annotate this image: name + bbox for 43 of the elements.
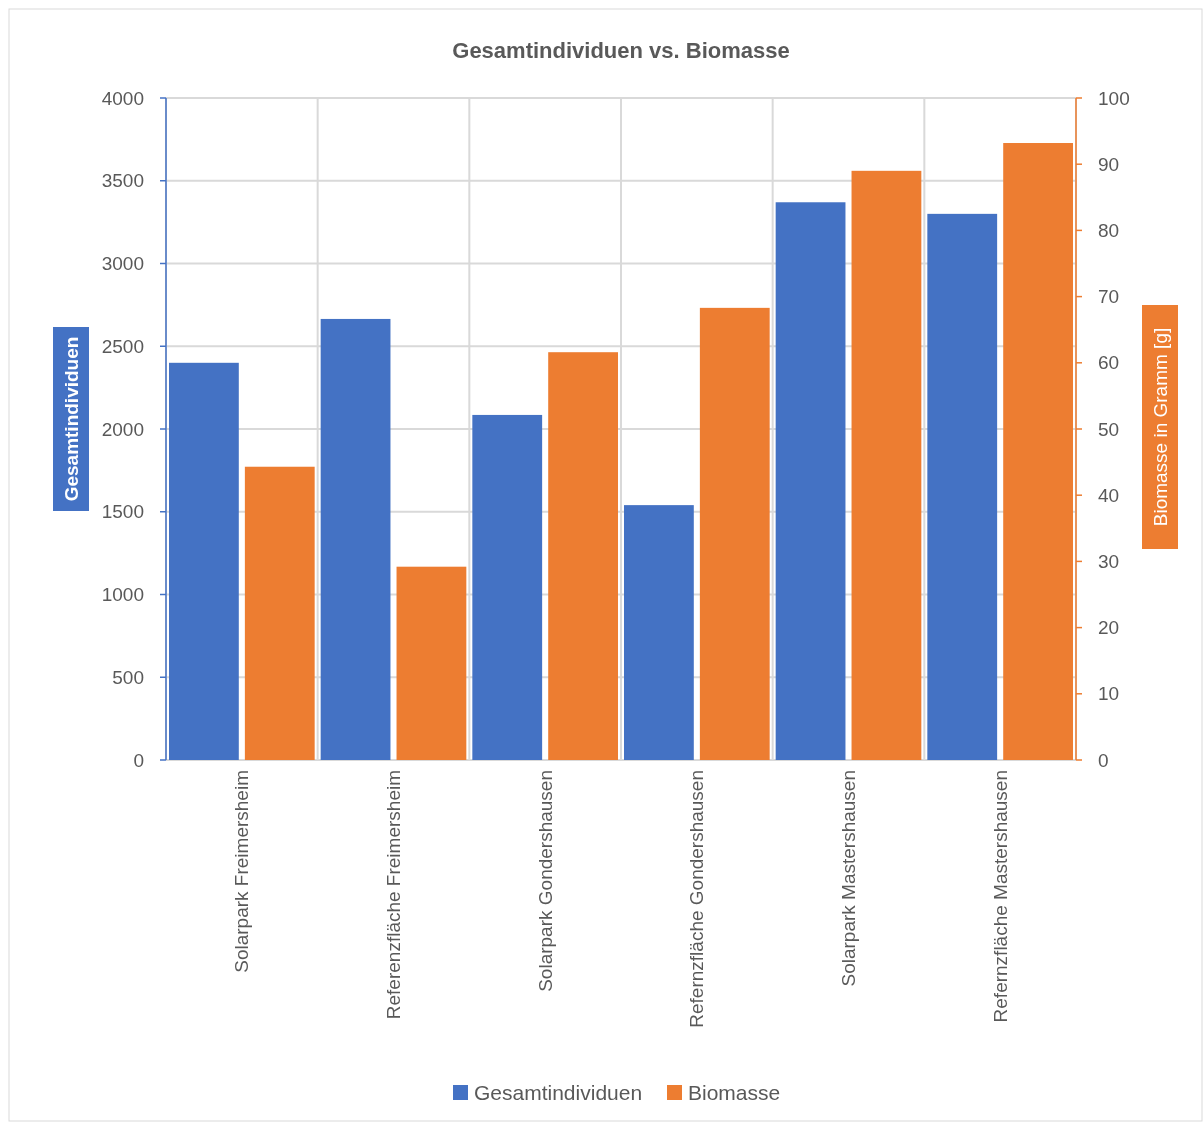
chart-title: Gesamtindividuen vs. Biomasse <box>452 38 790 63</box>
y2-tick-label: 10 <box>1098 683 1120 705</box>
y2-tick-label: 60 <box>1098 352 1120 374</box>
y2-axis-title: Biomasse in Gramm [g] <box>1149 327 1171 527</box>
y-tick-label: 4000 <box>101 87 144 109</box>
y2-tick-label: 50 <box>1098 418 1120 440</box>
y2-tick-label: 0 <box>1098 749 1109 771</box>
y-tick-label: 3500 <box>101 170 144 192</box>
y2-tick-label: 90 <box>1098 153 1120 175</box>
x-tick-label: Refernzfläche Gondershausen <box>686 770 708 1028</box>
y2-tick-label: 100 <box>1098 87 1130 109</box>
bar <box>1003 143 1073 760</box>
y2-tick-label: 40 <box>1098 484 1120 506</box>
bar <box>927 213 998 760</box>
bar <box>624 505 694 760</box>
bar <box>244 466 315 760</box>
x-tick-label: Solarpark Gondershausen <box>534 770 556 992</box>
y2-tick-label: 80 <box>1098 220 1120 242</box>
x-tick-label: Solarpark Mastershausen <box>838 770 860 987</box>
y2-tick-label: 30 <box>1098 551 1120 573</box>
legend-label: Gesamtindividuen <box>474 1081 643 1105</box>
y-tick-label: 1500 <box>101 501 144 523</box>
y2-tick-label: 20 <box>1098 617 1120 639</box>
bar <box>472 414 543 760</box>
y-tick-label: 500 <box>112 666 144 688</box>
y-axis-title: Gesamtindividuen <box>60 336 82 502</box>
bar <box>548 352 618 760</box>
y-tick-label: 0 <box>133 749 144 771</box>
bar <box>169 362 239 760</box>
bar <box>396 566 467 760</box>
bar <box>699 307 770 760</box>
y-tick-label: 1000 <box>101 584 144 606</box>
x-tick-label: Solarpark Freimersheim <box>231 770 253 973</box>
y-tick-label: 2000 <box>101 418 144 440</box>
y-tick-label: 2500 <box>101 335 144 357</box>
x-tick-label: Refernzfläche Mastershausen <box>989 770 1011 1023</box>
bar <box>320 318 391 760</box>
bar <box>851 170 922 760</box>
x-tick-label: Referenzfläche Freimersheim <box>383 770 405 1020</box>
legend-label: Biomasse <box>688 1081 781 1105</box>
y-tick-label: 3000 <box>101 253 144 275</box>
y2-tick-label: 70 <box>1098 286 1120 308</box>
bar <box>775 202 846 760</box>
